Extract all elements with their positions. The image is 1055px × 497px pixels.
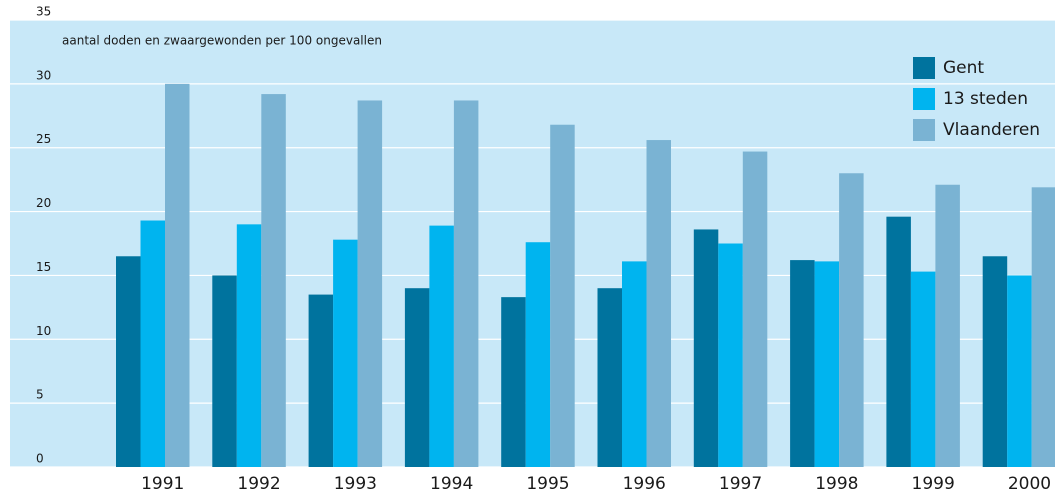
y-tick-label: 20 [36, 196, 51, 210]
bar [453, 100, 479, 468]
bar [140, 220, 165, 467]
bar [525, 242, 551, 467]
bar [597, 288, 622, 467]
bar [1031, 187, 1055, 467]
x-tick-label: 1996 [623, 474, 666, 494]
bar [550, 124, 575, 468]
x-tick-label: 1998 [815, 474, 858, 494]
y-axis-label: aantal doden en zwaargewonden per 100 on… [62, 34, 382, 48]
y-tick-label: 15 [36, 260, 51, 274]
x-tick-label: 1995 [526, 474, 569, 494]
bar [982, 256, 1008, 467]
y-tick-label: 30 [36, 68, 51, 82]
x-tick-label: 1993 [334, 474, 377, 494]
bar [116, 256, 141, 467]
bar [814, 261, 840, 467]
bar [212, 275, 237, 467]
x-tick-label: 1997 [719, 474, 762, 494]
bar [333, 239, 358, 467]
bar [622, 261, 647, 467]
legend-swatch [913, 119, 935, 141]
bar [718, 243, 743, 467]
bar [839, 173, 864, 467]
legend-label: Vlaanderen [943, 120, 1040, 140]
bar [308, 294, 334, 467]
bar [236, 224, 262, 467]
bar [357, 100, 383, 468]
y-tick-label: 5 [36, 388, 44, 402]
bar [935, 184, 960, 467]
bar [1007, 275, 1032, 467]
y-tick-label: 35 [36, 5, 51, 19]
x-tick-label: 1999 [912, 474, 955, 494]
bar [165, 83, 190, 467]
bar [646, 140, 671, 467]
bar [693, 229, 719, 467]
x-tick-label: 1994 [430, 474, 473, 494]
bar [501, 297, 526, 467]
bar [790, 260, 815, 467]
bar [261, 94, 286, 468]
bar [429, 225, 454, 467]
legend-label: Gent [943, 58, 984, 78]
y-tick-label: 10 [36, 324, 51, 338]
y-tick-label: 0 [36, 452, 44, 466]
bar [404, 288, 430, 467]
x-tick-label: 1991 [141, 474, 184, 494]
legend-swatch [913, 57, 935, 79]
y-tick-label: 25 [36, 132, 51, 146]
x-tick-label: 2000 [1008, 474, 1051, 494]
bar [742, 151, 768, 467]
x-tick-label: 1992 [237, 474, 280, 494]
legend-label: 13 steden [943, 89, 1028, 109]
bar [886, 216, 911, 467]
legend-swatch [913, 88, 935, 110]
bar [910, 271, 936, 467]
